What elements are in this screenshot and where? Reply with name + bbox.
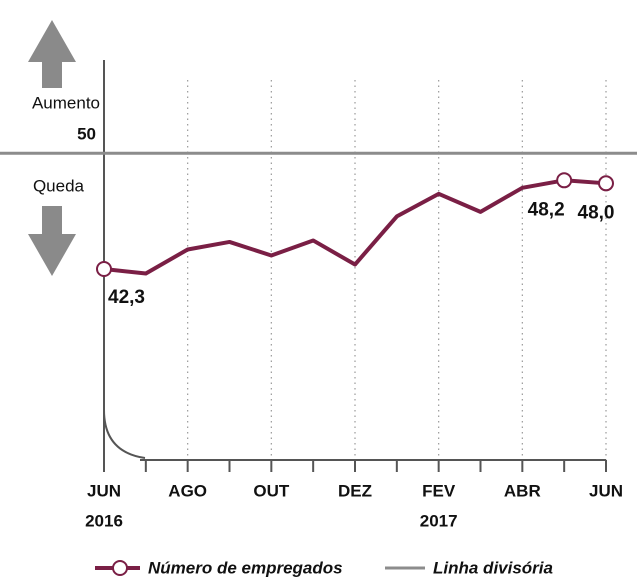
x-tick-label: AGO (168, 481, 207, 500)
point-marker (598, 175, 614, 192)
y-tick-label: 50 (77, 125, 96, 144)
year-label: 2016 (85, 511, 123, 530)
point-marker (556, 172, 573, 189)
data-label: 48,2 (528, 199, 565, 220)
data-label: 42,3 (108, 287, 145, 308)
x-tick-label: OUT (253, 481, 290, 500)
down-label: Queda (33, 176, 85, 195)
legend-marker (112, 560, 128, 576)
x-tick-label: FEV (422, 481, 456, 500)
x-tick-label: JUN (589, 481, 623, 500)
up-label: Aumento (32, 93, 100, 112)
x-tick-label: JUN (87, 481, 121, 500)
up-arrow (28, 20, 76, 88)
data-label: 48,0 (578, 202, 615, 223)
legend-label: Número de empregados (148, 558, 343, 577)
year-label: 2017 (420, 511, 458, 530)
down-arrow (28, 206, 76, 276)
axis-break (103, 409, 146, 459)
point-marker (96, 261, 112, 278)
x-tick-label: DEZ (338, 481, 372, 500)
x-tick-label: ABR (504, 481, 541, 500)
series-line (103, 178, 607, 276)
legend-label: Linha divisória (433, 558, 553, 577)
